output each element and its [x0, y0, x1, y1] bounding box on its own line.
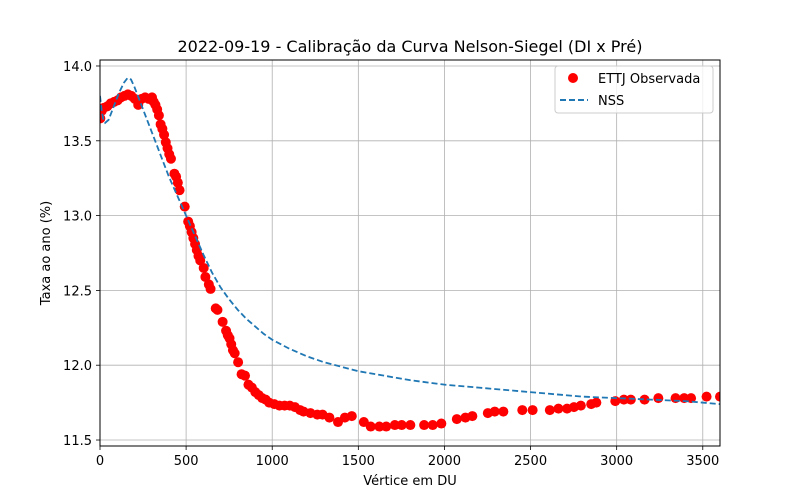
nss-line [100, 76, 720, 406]
ettj-point [381, 421, 392, 432]
ettj-point [212, 304, 223, 315]
ettj-point [405, 420, 416, 431]
ettj-point [451, 414, 462, 425]
ettj-point [544, 405, 555, 416]
ettj-point [653, 393, 664, 404]
ettj-point [165, 153, 176, 164]
ettj-point [618, 394, 629, 405]
ettj-point [396, 420, 407, 431]
ettj-point [198, 262, 209, 273]
ettj-point [159, 129, 170, 140]
ticks: 0 500 1000 1500 2000 2500 3000 3500 11.5 12.0 12.5… [63, 60, 719, 469]
x-tick-label: 0 [96, 454, 104, 469]
ettj-point [436, 418, 447, 429]
series-group [100, 76, 720, 432]
ettj-point [427, 420, 438, 431]
ettj-point [498, 406, 509, 417]
ettj-point [374, 421, 385, 432]
ettj-point [527, 405, 538, 416]
legend-label-ettj: ETTJ Observada [598, 72, 700, 87]
ettj-point [489, 406, 500, 417]
x-tick-label: 1500 [342, 454, 375, 469]
ettj-point [153, 110, 164, 121]
y-tick-label: 12.0 [63, 359, 92, 374]
legend-marker-ettj [568, 73, 578, 83]
legend-label-nss: NSS [598, 94, 624, 109]
grid [99, 60, 720, 446]
legend-box [554, 65, 714, 114]
ettj-point [591, 397, 602, 408]
ettj-point [195, 255, 206, 266]
ettj-point [639, 394, 650, 405]
y-tick-label: 14.0 [63, 60, 92, 75]
ettj-point [217, 316, 228, 327]
y-axis-label: Taxa ao ano (%) [39, 201, 54, 306]
ettj-point [324, 412, 335, 423]
ettj-point [229, 348, 240, 359]
ettj-point [389, 420, 400, 431]
y-tick-label: 12.5 [63, 284, 92, 299]
x-tick-label: 1000 [256, 454, 289, 469]
ettj-point [233, 357, 244, 368]
ettj-point [200, 271, 211, 282]
x-tick-label: 3000 [600, 454, 633, 469]
plot-area [100, 76, 720, 432]
ettj-point [205, 283, 216, 294]
x-tick-label: 2000 [428, 454, 461, 469]
ettj-point [240, 370, 251, 381]
ettj-point [467, 411, 478, 422]
y-tick-label: 11.5 [63, 434, 92, 449]
chart-title: 2022-09-19 - Calibração da Curva Nelson-… [178, 37, 643, 56]
ettj-point [365, 421, 376, 432]
x-tick-label: 2500 [514, 454, 547, 469]
ettj-point [174, 185, 185, 196]
x-tick-label: 500 [174, 454, 199, 469]
y-tick-label: 13.5 [63, 135, 92, 150]
ettj-point [715, 391, 720, 402]
legend: ETTJ Observada NSS [554, 65, 714, 114]
x-tick-label: 3500 [686, 454, 719, 469]
ettj-point [179, 201, 190, 212]
ettj-point [701, 391, 712, 402]
ettj-point [517, 405, 528, 416]
ettj-point [346, 411, 357, 422]
ettj-point [172, 177, 183, 188]
ettj-point [419, 420, 430, 431]
ettj-point [553, 403, 564, 414]
x-axis-label: Vértice em DU [363, 474, 457, 489]
axes-frame [99, 59, 721, 447]
y-tick-label: 13.0 [63, 210, 92, 225]
ettj-point [575, 400, 586, 411]
